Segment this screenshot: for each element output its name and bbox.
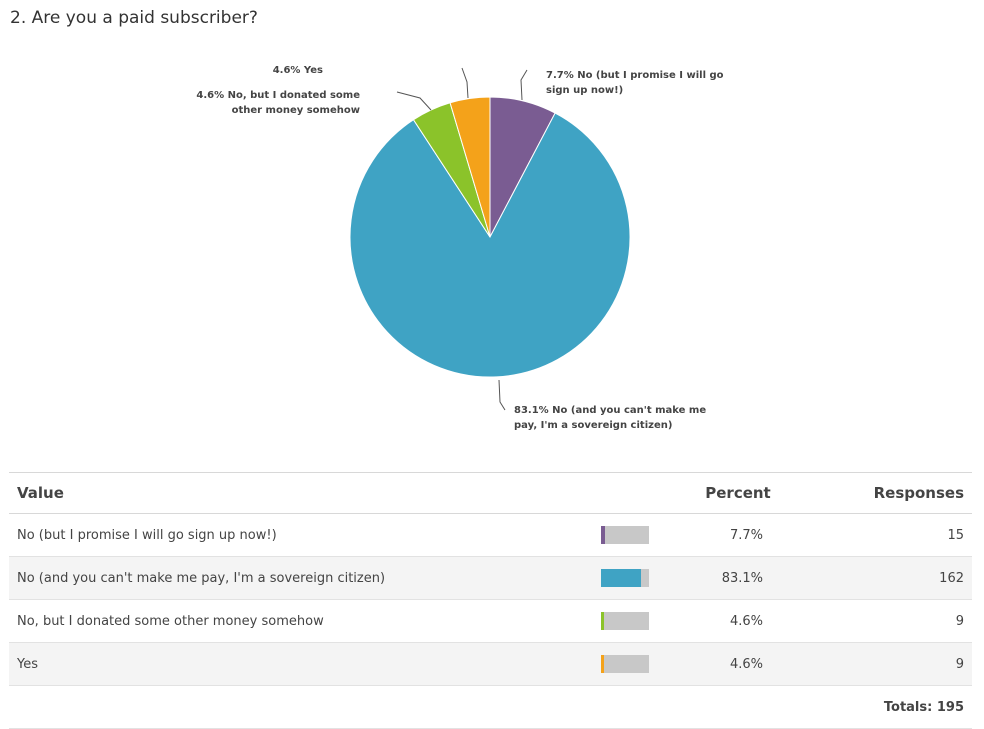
bar-fill	[601, 569, 641, 587]
pie-label-line: 7.7% No (but I promise I will go	[546, 70, 724, 81]
row-responses: 15	[803, 513, 972, 557]
totals-label: Totals: 195	[9, 685, 972, 729]
header-value: Value	[9, 472, 595, 514]
row-percent: 7.7%	[665, 513, 803, 557]
header-percent: Percent	[665, 472, 803, 514]
row-bar	[595, 513, 665, 557]
pie-label-line: sign up now!)	[546, 85, 623, 96]
row-value: No (and you can't make me pay, I'm a sov…	[9, 556, 595, 600]
table-header-row: Value Percent Responses	[9, 472, 972, 514]
row-percent: 4.6%	[665, 599, 803, 643]
row-percent: 83.1%	[665, 556, 803, 600]
pie-slice-label: 4.6% Yes	[273, 65, 323, 76]
pie-leader-line	[520, 69, 528, 101]
row-bar	[595, 556, 665, 600]
table-row: Yes 4.6% 9	[9, 642, 972, 686]
pie-leader-line	[461, 67, 469, 99]
pie-chart: 7.7% No (but I promise I will go sign up …	[196, 65, 724, 431]
table-row: No (but I promise I will go sign up now!…	[9, 513, 972, 557]
question-title: 2. Are you a paid subscriber?	[10, 8, 258, 28]
pie-label-line: pay, I'm a sovereign citizen)	[514, 420, 672, 431]
row-bar	[595, 642, 665, 686]
table-row: No (and you can't make me pay, I'm a sov…	[9, 556, 972, 600]
bar-track	[601, 526, 649, 544]
header-bar-spacer	[595, 472, 665, 514]
row-percent: 4.6%	[665, 642, 803, 686]
bar-track	[601, 655, 649, 673]
header-responses: Responses	[803, 472, 972, 514]
pie-slice	[349, 112, 631, 378]
row-bar	[595, 599, 665, 643]
pie-leader-line	[396, 91, 432, 111]
row-value: No, but I donated some other money someh…	[9, 599, 595, 643]
bar-fill	[601, 612, 604, 630]
bar-fill	[601, 526, 605, 544]
totals-row: Totals: 195	[9, 685, 972, 729]
pie-label-line: other money somehow	[232, 105, 360, 116]
pie-label-line: 83.1% No (and you can't make me	[514, 405, 706, 416]
bar-track	[601, 612, 649, 630]
results-table: Value Percent Responses No (but I promis…	[9, 472, 972, 729]
table-row: No, but I donated some other money someh…	[9, 599, 972, 643]
pie-label-line: 4.6% No, but I donated some	[196, 90, 360, 101]
row-responses: 162	[803, 556, 972, 600]
pie-slice-label: 7.7% No (but I promise I will go sign up …	[546, 70, 724, 96]
row-value: Yes	[9, 642, 595, 686]
row-value: No (but I promise I will go sign up now!…	[9, 513, 595, 557]
row-responses: 9	[803, 642, 972, 686]
pie-slice	[449, 96, 491, 238]
bar-track	[601, 569, 649, 587]
pie-label-line: 4.6% Yes	[273, 65, 323, 76]
bar-fill	[601, 655, 604, 673]
pie-slice-label: 83.1% No (and you can't make me pay, I'm …	[514, 405, 706, 431]
pie-slice-label: 4.6% No, but I donated some other money s…	[196, 90, 360, 116]
pie-leader-line	[498, 379, 506, 411]
row-responses: 9	[803, 599, 972, 643]
